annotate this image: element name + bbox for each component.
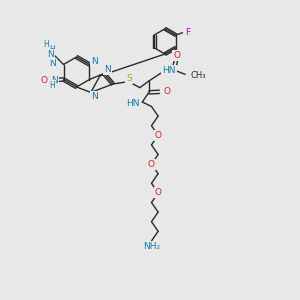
Text: H: H [43,40,49,49]
Text: N: N [49,59,56,68]
Text: H: H [49,81,55,90]
Text: S: S [126,74,132,82]
Text: O: O [148,160,155,169]
Text: O: O [164,87,171,96]
Text: HN: HN [126,99,139,108]
Text: CH₃: CH₃ [190,70,206,80]
Text: N: N [91,57,98,66]
Text: O: O [173,51,180,60]
Text: N: N [92,92,98,101]
Text: N: N [104,65,111,74]
Text: HN: HN [162,66,175,75]
Text: NH₂: NH₂ [143,242,160,251]
Text: H: H [49,45,55,54]
Text: N: N [51,76,58,85]
Text: O: O [154,131,162,140]
Text: N: N [47,50,54,59]
Text: O: O [40,76,48,85]
Text: O: O [154,188,162,197]
Text: F: F [185,28,190,37]
